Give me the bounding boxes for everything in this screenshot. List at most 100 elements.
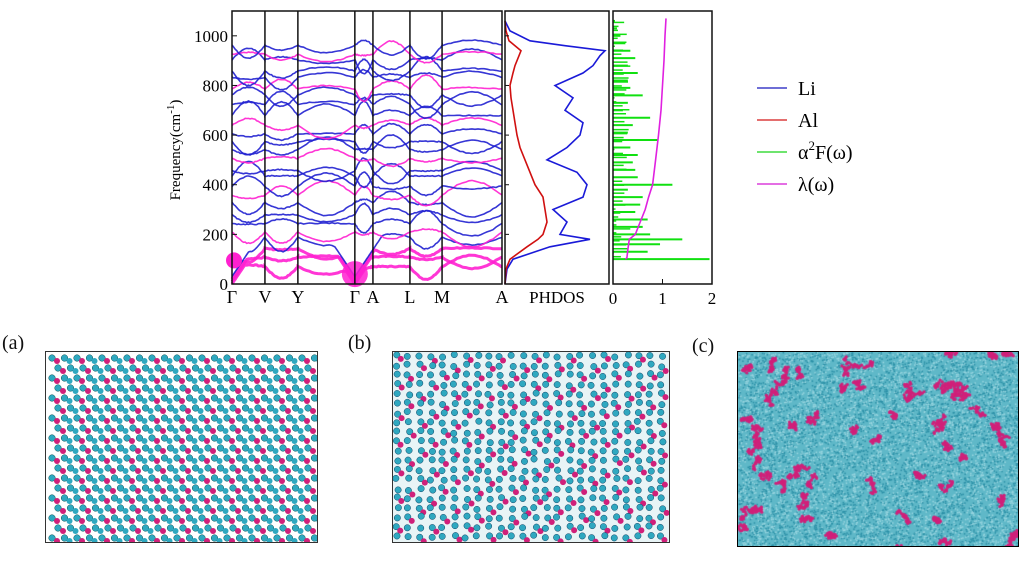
atom	[297, 388, 304, 394]
li-atom	[160, 434, 169, 442]
li-atom	[166, 444, 175, 452]
atom	[91, 418, 98, 424]
atom	[241, 498, 248, 504]
li-atom	[66, 404, 75, 412]
li-atom	[110, 394, 119, 402]
li-atom	[404, 418, 412, 426]
al-atom	[444, 518, 451, 525]
al-atom	[490, 451, 497, 458]
li-atom	[393, 437, 400, 445]
li-atom	[260, 354, 269, 362]
li-atom	[185, 514, 194, 522]
atom	[304, 378, 310, 384]
atom	[247, 388, 254, 394]
atom	[135, 508, 141, 514]
atom	[116, 358, 123, 364]
li-atom	[54, 464, 62, 472]
y-tick-label: 200	[203, 225, 229, 244]
li-atom	[123, 414, 131, 422]
li-atom	[612, 467, 620, 475]
li-atom	[79, 484, 87, 492]
li-atom	[463, 512, 471, 520]
li-atom	[198, 454, 206, 462]
atom	[216, 518, 223, 524]
li-atom	[518, 475, 526, 482]
li-atom	[273, 414, 281, 422]
al-atom	[454, 367, 461, 374]
band-line	[231, 74, 503, 103]
li-atom	[185, 354, 194, 362]
atom	[166, 538, 173, 542]
li-atom	[291, 424, 300, 432]
li-atom	[210, 474, 219, 482]
li-atom	[509, 371, 517, 378]
al-atom	[594, 367, 601, 374]
li-atom	[612, 362, 620, 369]
li-atom	[260, 534, 269, 542]
li-atom	[625, 400, 632, 408]
li-atom	[646, 408, 654, 416]
li-atom	[622, 455, 630, 463]
atom	[97, 428, 104, 434]
atom	[72, 508, 79, 514]
li-atom	[393, 523, 400, 531]
li-atom	[450, 419, 458, 427]
atom	[266, 498, 273, 504]
li-atom	[416, 360, 424, 368]
li-atom	[110, 414, 119, 422]
li-atom	[66, 464, 75, 472]
li-atom	[624, 439, 632, 446]
li-atom	[656, 371, 664, 379]
atom	[191, 538, 198, 542]
li-atom	[48, 414, 56, 422]
atom	[247, 488, 254, 494]
atom	[54, 438, 60, 444]
atom	[185, 488, 191, 494]
li-atom	[148, 474, 156, 482]
li-atom	[110, 494, 119, 502]
al-atom	[502, 529, 509, 536]
atom	[291, 398, 298, 404]
li-atom	[613, 513, 621, 521]
li-atom	[485, 352, 493, 360]
li-atom	[542, 428, 550, 436]
li-atom	[541, 534, 549, 542]
atom	[241, 538, 248, 542]
li-atom	[610, 399, 618, 407]
li-atom	[532, 486, 540, 494]
li-atom	[634, 486, 642, 494]
li-atom	[304, 504, 312, 512]
li-atom	[116, 384, 125, 392]
li-atom	[85, 494, 94, 502]
li-atom	[204, 444, 212, 452]
li-atom	[461, 380, 469, 388]
li-atom	[185, 394, 194, 402]
atom	[91, 438, 98, 444]
li-atom	[154, 504, 162, 512]
al-atom	[433, 528, 440, 535]
atom	[91, 498, 98, 504]
li-atom	[98, 374, 106, 382]
li-atom	[160, 414, 169, 422]
li-atom	[451, 400, 459, 407]
atom	[204, 518, 210, 524]
li-atom	[98, 354, 106, 362]
li-atom	[440, 427, 448, 435]
li-atom	[54, 424, 62, 432]
li-atom	[298, 354, 306, 362]
atom	[216, 398, 223, 404]
li-atom	[519, 380, 527, 388]
atom	[285, 408, 291, 414]
li-atom	[241, 424, 250, 432]
atom	[272, 448, 279, 454]
al-atom	[524, 367, 531, 374]
li-atom	[235, 394, 244, 402]
li-atom	[495, 475, 503, 483]
atom	[141, 538, 148, 542]
li-atom	[599, 427, 607, 435]
li-atom	[520, 427, 528, 435]
atom	[129, 378, 135, 384]
li-atom	[656, 532, 664, 540]
li-atom	[509, 474, 517, 482]
al-atom	[477, 403, 484, 410]
